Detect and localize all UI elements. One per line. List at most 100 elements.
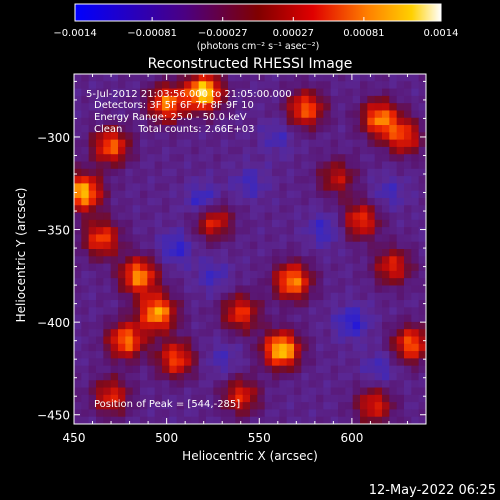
heatmap-cell — [374, 197, 383, 206]
heatmap-cell — [191, 394, 200, 403]
heatmap-cell — [308, 197, 317, 206]
heatmap-cell — [338, 197, 346, 206]
heatmap-cell — [118, 329, 126, 337]
heatmap-cell — [191, 270, 200, 279]
colorbar-tick-label: 0.0014 — [424, 28, 459, 39]
heatmap-cell — [198, 117, 207, 126]
heatmap-cell — [228, 227, 236, 235]
heatmap-cell — [96, 74, 104, 82]
heatmap-cell — [242, 285, 251, 294]
heatmap-cell — [132, 402, 141, 410]
heatmap-cell — [184, 336, 192, 345]
heatmap-cell — [404, 154, 412, 162]
heatmap-cell — [169, 380, 178, 388]
heatmap-cell — [396, 285, 405, 294]
heatmap-cell — [191, 205, 200, 213]
heatmap-cell — [279, 365, 288, 374]
heatmap-cell — [411, 110, 420, 119]
heatmap-cell — [250, 190, 258, 199]
heatmap-cell — [301, 74, 310, 82]
heatmap-cell — [382, 81, 390, 89]
y-tick-label: −400 — [37, 316, 70, 330]
heatmap-cell — [220, 256, 229, 264]
heatmap-cell — [191, 88, 200, 97]
heatmap-cell — [110, 351, 119, 359]
heatmap-cell — [345, 292, 354, 301]
heatmap-cell — [323, 416, 332, 425]
heatmap-cell — [147, 343, 156, 352]
heatmap-cell — [411, 95, 420, 104]
heatmap-cell — [169, 176, 178, 184]
heatmap-cell — [382, 351, 390, 359]
heatmap-cell — [213, 74, 222, 82]
heatmap-cell — [352, 343, 361, 352]
heatmap-cell — [74, 81, 82, 89]
heatmap-cell — [125, 197, 134, 206]
heatmap-cell — [147, 81, 156, 89]
heatmap-cell — [396, 146, 405, 155]
heatmap-cell — [286, 81, 295, 89]
heatmap-cell — [125, 387, 134, 396]
heatmap-cell — [279, 307, 288, 316]
heatmap-cell — [96, 146, 104, 155]
heatmap-cell — [308, 212, 317, 221]
heatmap-cell — [88, 300, 97, 308]
heatmap-cell — [404, 146, 412, 155]
heatmap-cell — [184, 219, 192, 228]
heatmap-cell — [191, 176, 200, 184]
heatmap-cell — [74, 402, 82, 410]
heatmap-cell — [103, 183, 112, 192]
heatmap-cell — [96, 110, 104, 119]
heatmap-cell — [316, 81, 324, 89]
heatmap-cell — [103, 314, 112, 323]
heatmap-cell — [198, 212, 207, 221]
heatmap-cell — [279, 256, 288, 264]
heatmap-cell — [404, 95, 412, 104]
heatmap-cell — [176, 270, 185, 279]
heatmap-cell — [396, 161, 405, 170]
heatmap-cell — [345, 270, 354, 279]
heatmap-cell — [88, 249, 97, 257]
heatmap-cell — [213, 394, 222, 403]
heatmap-cell — [220, 227, 229, 235]
heatmap-cell — [330, 380, 339, 388]
heatmap-cell — [118, 336, 126, 345]
heatmap-cell — [88, 329, 97, 337]
heatmap-cell — [162, 307, 170, 316]
heatmap-cell — [235, 95, 244, 104]
heatmap-cell — [103, 329, 112, 337]
heatmap-cell — [162, 263, 170, 272]
heatmap-cell — [301, 168, 310, 177]
heatmap-cell — [396, 132, 405, 141]
heatmap-cell — [411, 336, 420, 345]
heatmap-cell — [198, 270, 207, 279]
heatmap-cell — [418, 176, 427, 184]
heatmap-cell — [118, 292, 126, 301]
heatmap-cell — [169, 402, 178, 410]
heatmap-cell — [147, 300, 156, 308]
heatmap-cell — [162, 343, 170, 352]
colorbar-unit: (photons cm⁻² s⁻¹ asec⁻²) — [197, 41, 320, 52]
heatmap-cell — [367, 372, 376, 381]
heatmap-cell — [242, 81, 251, 89]
heatmap-cell — [228, 292, 236, 301]
heatmap-cell — [294, 263, 302, 272]
heatmap-cell — [220, 81, 229, 89]
heatmap-cell — [250, 343, 258, 352]
heatmap-cell — [308, 81, 317, 89]
heatmap-cell — [257, 292, 266, 301]
heatmap-cell — [301, 394, 310, 403]
heatmap-cell — [316, 314, 324, 323]
heatmap-cell — [74, 168, 82, 177]
heatmap-cell — [411, 351, 420, 359]
heatmap-cell — [213, 183, 222, 192]
heatmap-cell — [382, 190, 390, 199]
heatmap-cell — [118, 358, 126, 367]
heatmap-cell — [154, 270, 163, 279]
heatmap-cell — [272, 387, 280, 396]
heatmap-cell — [220, 402, 229, 410]
heatmap-cell — [110, 154, 119, 162]
heatmap-cell — [191, 387, 200, 396]
heatmap-cell — [103, 234, 112, 243]
heatmap-cell — [228, 197, 236, 206]
